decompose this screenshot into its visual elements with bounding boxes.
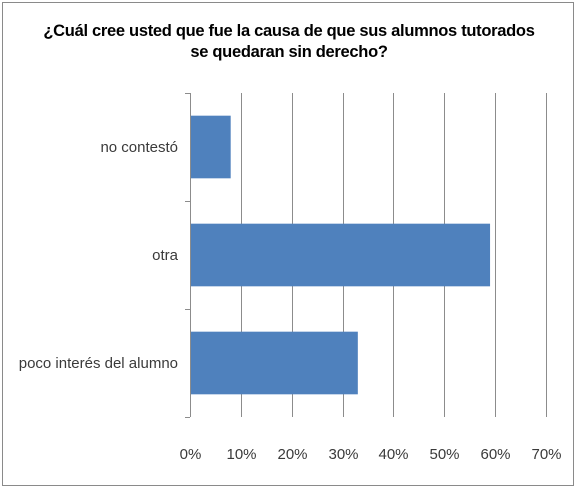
bar — [191, 223, 491, 287]
x-tick-label: 40% — [378, 446, 408, 463]
chart-title-line-1: ¿Cuál cree usted que fue la causa de que… — [43, 22, 535, 40]
x-tick-label: 70% — [531, 446, 561, 463]
x-tick-label: 50% — [429, 446, 459, 463]
category-label: poco interés del alumno — [19, 355, 178, 372]
x-tick-label: 60% — [480, 446, 510, 463]
chart-title: ¿Cuál cree usted que fue la causa de que… — [3, 21, 575, 63]
category-label: otra — [152, 247, 179, 264]
x-tick-label: 0% — [180, 446, 202, 463]
bar — [191, 331, 358, 395]
x-tick-label: 20% — [277, 446, 307, 463]
category-label: no contestó — [100, 139, 178, 156]
chart-title-line-2: se quedaran sin derecho? — [190, 43, 388, 61]
x-tick-label: 30% — [328, 446, 358, 463]
bar — [191, 115, 231, 179]
x-tick-label: 10% — [226, 446, 256, 463]
